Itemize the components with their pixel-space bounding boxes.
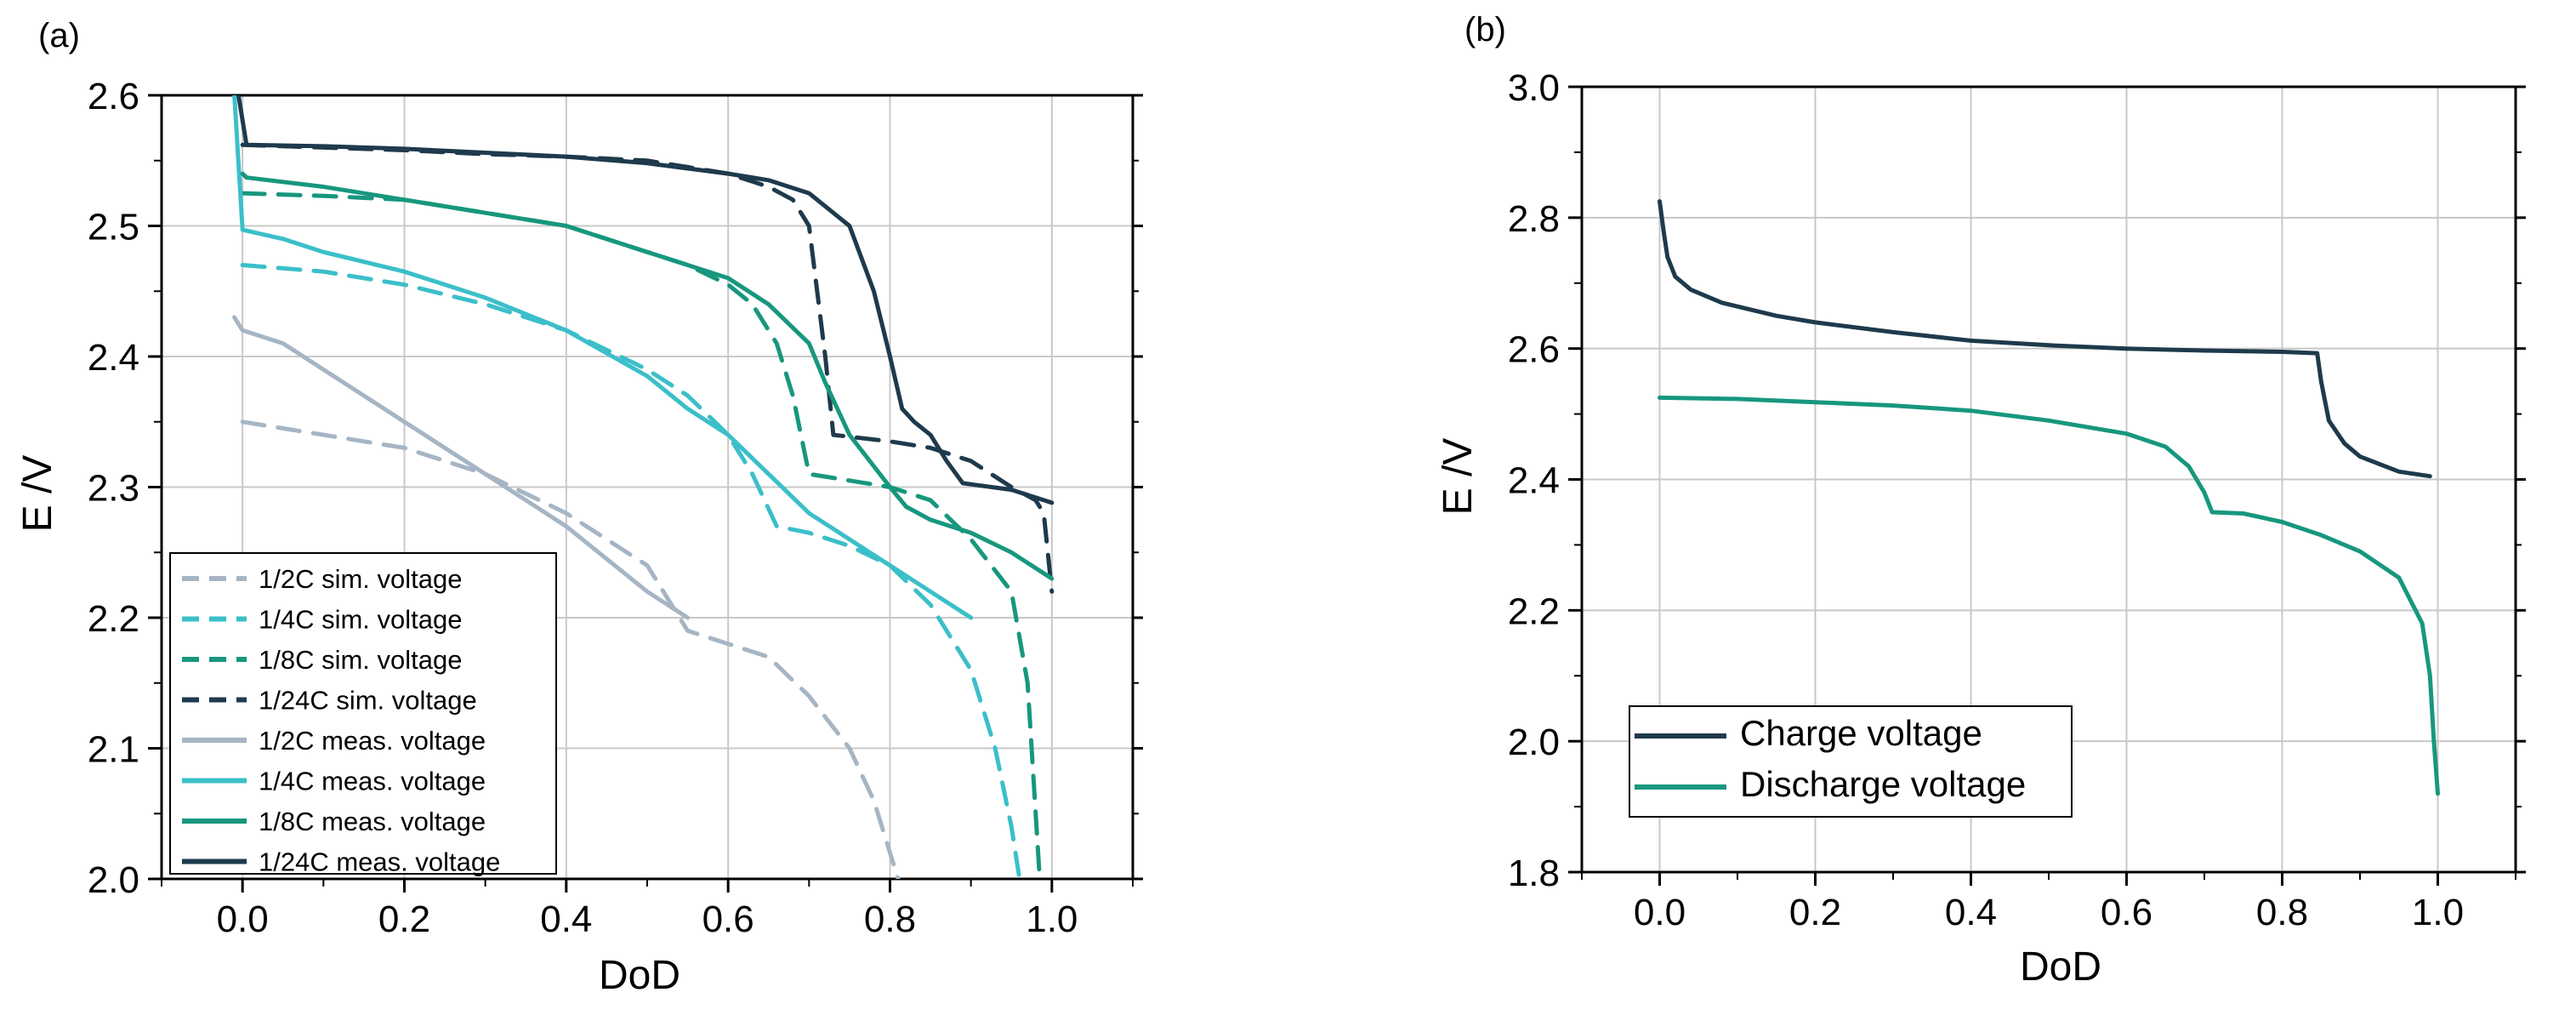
panel-b-y-tick-label: 3.0: [1508, 67, 1560, 109]
panel-a-legend-label-2: 1/4C sim. voltage: [259, 605, 463, 635]
panel-a-x-tick-label: 0.0: [217, 898, 269, 940]
panel-b-legend-label-1: Charge voltage: [1740, 713, 1982, 753]
panel-b-label: (b): [1464, 11, 1506, 48]
panel-a-y-tick-label: 2.6: [88, 76, 139, 117]
panel-a-y-tick-label: 2.1: [88, 729, 139, 771]
panel-a-legend-box: [169, 552, 557, 875]
panel-a-y-tick-label: 2.5: [88, 207, 139, 248]
panel-a-x-tick-label: 0.6: [702, 898, 754, 940]
panel-a-series-2-line: [240, 263, 1022, 879]
panel-a-legend-label-5: 1/2C meas. voltage: [259, 726, 486, 756]
panel-a-series-7-line: [240, 171, 1055, 581]
panel-b-x-tick-label: 1.0: [2412, 892, 2464, 933]
panel-a-series-4-line: [240, 142, 1055, 594]
panel-b-y-tick-label: 2.6: [1508, 329, 1560, 371]
panel-a-legend-label-7: 1/8C meas. voltage: [259, 807, 486, 836]
panel-a-legend-label-1: 1/2C sim. voltage: [259, 564, 463, 594]
panel-a-legend-label-3: 1/8C sim. voltage: [259, 645, 463, 675]
panel-a-plot: 0.0 0.2 0.4 0.6 0.8 1.0 2.0 2.1 2.2 2.3 2.4 2.5 2.6 1…: [88, 76, 1143, 940]
panel-a-y-tick-label: 2.0: [88, 859, 139, 901]
panel-b-x-tick-label: 0.4: [1945, 892, 1997, 933]
panel-b-x-tick-label: 0.8: [2256, 892, 2308, 933]
panel-a-series-5-line: [232, 315, 691, 620]
panel-b-y-tick-label: 1.8: [1508, 853, 1560, 894]
panel-a-legend-label-6: 1/4C meas. voltage: [259, 767, 486, 796]
panel-b-series-2-line: [1658, 395, 2440, 796]
panel-a-x-axis-title: DoD: [599, 953, 680, 998]
panel-b-y-tick-label: 2.4: [1508, 460, 1560, 502]
panel-b-plot: 0.0 0.2 0.4 0.6 0.8 1.0 1.8 2.0 2.2 2.4 2.6 2.8 3.0 C…: [1508, 67, 2526, 933]
panel-a-legend-label-8: 1/24C meas. voltage: [259, 847, 500, 877]
panel-b-legend-box: [1629, 705, 2073, 818]
panel-b-y-tick-label: 2.8: [1508, 198, 1560, 240]
panel-a-y-tick-label: 2.3: [88, 468, 139, 510]
panel-a-series-8-line: [236, 95, 1055, 505]
panel-a-y-tick-label: 2.4: [88, 337, 139, 379]
panel-a-label: (a): [38, 17, 80, 54]
panel-a-y-axis-title: E /V: [15, 455, 60, 533]
panel-a-x-tick-label: 0.8: [864, 898, 916, 940]
panel-a-x-tick-label: 1.0: [1026, 898, 1078, 940]
panel-b-series-1-line: [1658, 199, 2432, 479]
panel-b-y-axis-title: E /V: [1436, 438, 1481, 516]
panel-a-y-tick-label: 2.2: [88, 598, 139, 640]
panel-a-legend-label-4: 1/24C sim. voltage: [259, 686, 477, 716]
panel-b-y-tick-label: 2.0: [1508, 722, 1560, 763]
panel-b-x-axis-title: DoD: [2020, 944, 2101, 990]
panel-b-x-tick-label: 0.2: [1789, 892, 1841, 933]
panel-a-x-tick-label: 0.2: [378, 898, 430, 940]
panel-a-x-tick-label: 0.4: [540, 898, 592, 940]
panel-b-x-tick-label: 0.6: [2101, 892, 2152, 933]
panel-b-x-tick-label: 0.0: [1634, 892, 1686, 933]
panel-a-series-1-line: [240, 419, 901, 879]
panel-a-series-6-line: [232, 95, 974, 620]
panel-b-legend-label-2: Discharge voltage: [1740, 764, 2026, 804]
panel-b-y-tick-label: 2.2: [1508, 590, 1560, 632]
